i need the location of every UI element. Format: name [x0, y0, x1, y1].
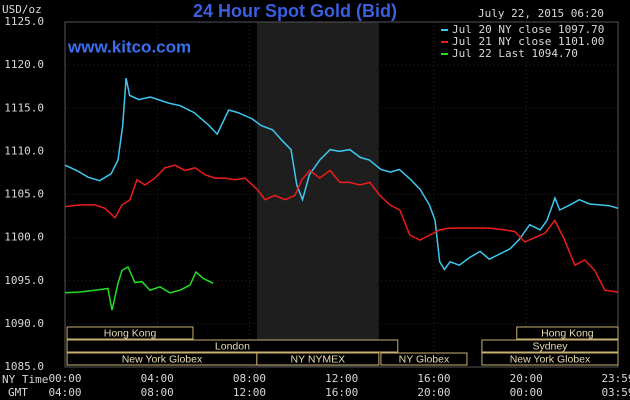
session-label: Hong Kong	[104, 327, 157, 339]
x-tick-label: 20:00	[510, 372, 543, 385]
session-box	[66, 326, 194, 340]
session-label: New York Globex	[122, 353, 203, 365]
chart-title: 24 Hour Spot Gold (Bid)	[193, 1, 397, 21]
x-tick-label: 23:59	[601, 372, 630, 385]
y-tick-label: 1120.0	[4, 58, 44, 71]
session-label: London	[215, 340, 250, 352]
session-box	[481, 339, 619, 353]
watermark: www.kitco.com	[67, 37, 191, 56]
gmt-tick-label: 20:00	[417, 386, 450, 399]
timestamp: July 22, 2015 06:20	[478, 7, 604, 20]
gmt-tick-label: 12:00	[233, 386, 266, 399]
x-tick-label: 16:00	[417, 372, 450, 385]
price-line	[64, 77, 619, 271]
x-tick-label: 00:00	[48, 372, 81, 385]
y-tick-label: 1125.0	[4, 15, 44, 28]
session-label: Hong Kong	[541, 327, 594, 339]
session-label: NY NYMEX	[291, 353, 346, 365]
gmt-tick-label: 16:00	[325, 386, 358, 399]
y-axis-label: USD/oz	[2, 3, 42, 16]
y-tick-label: 1095.0	[4, 274, 44, 287]
session-box	[380, 352, 468, 366]
plot-border	[64, 21, 619, 368]
y-tick-label: 1110.0	[4, 144, 44, 157]
x-tick-label: 12:00	[325, 372, 358, 385]
price-line	[64, 265, 214, 311]
y-tick-label: 1115.0	[4, 101, 44, 114]
session-box	[66, 339, 399, 353]
gmt-tick-label: 03:59	[601, 386, 630, 399]
gmt-tick-label: 08:00	[141, 386, 174, 399]
legend-entry: Jul 20 NY close 1097.70	[452, 23, 604, 36]
plot-background	[64, 21, 619, 368]
x-tick-label: 04:00	[141, 372, 174, 385]
session-box	[516, 326, 619, 340]
x-row-label: GMT	[8, 386, 28, 399]
y-tick-label: 1090.0	[4, 317, 44, 330]
gmt-tick-label: 00:00	[510, 386, 543, 399]
session-label: NY Globex	[399, 353, 450, 365]
session-label: New York Globex	[510, 353, 591, 365]
legend-entry: Jul 21 NY close 1101.00	[452, 35, 604, 48]
legend-entry: Jul 22 Last 1094.70	[452, 47, 578, 60]
session-box	[256, 352, 380, 366]
x-tick-label: 08:00	[233, 372, 266, 385]
y-tick-label: 1100.0	[4, 231, 44, 244]
session-box	[481, 352, 619, 366]
x-row-label: NY Time	[2, 373, 48, 386]
session-label: Sydney	[532, 340, 568, 352]
gmt-tick-label: 04:00	[48, 386, 81, 399]
y-tick-label: 1105.0	[4, 188, 44, 201]
price-line	[64, 164, 619, 293]
y-tick-label: 1085.0	[4, 360, 44, 373]
